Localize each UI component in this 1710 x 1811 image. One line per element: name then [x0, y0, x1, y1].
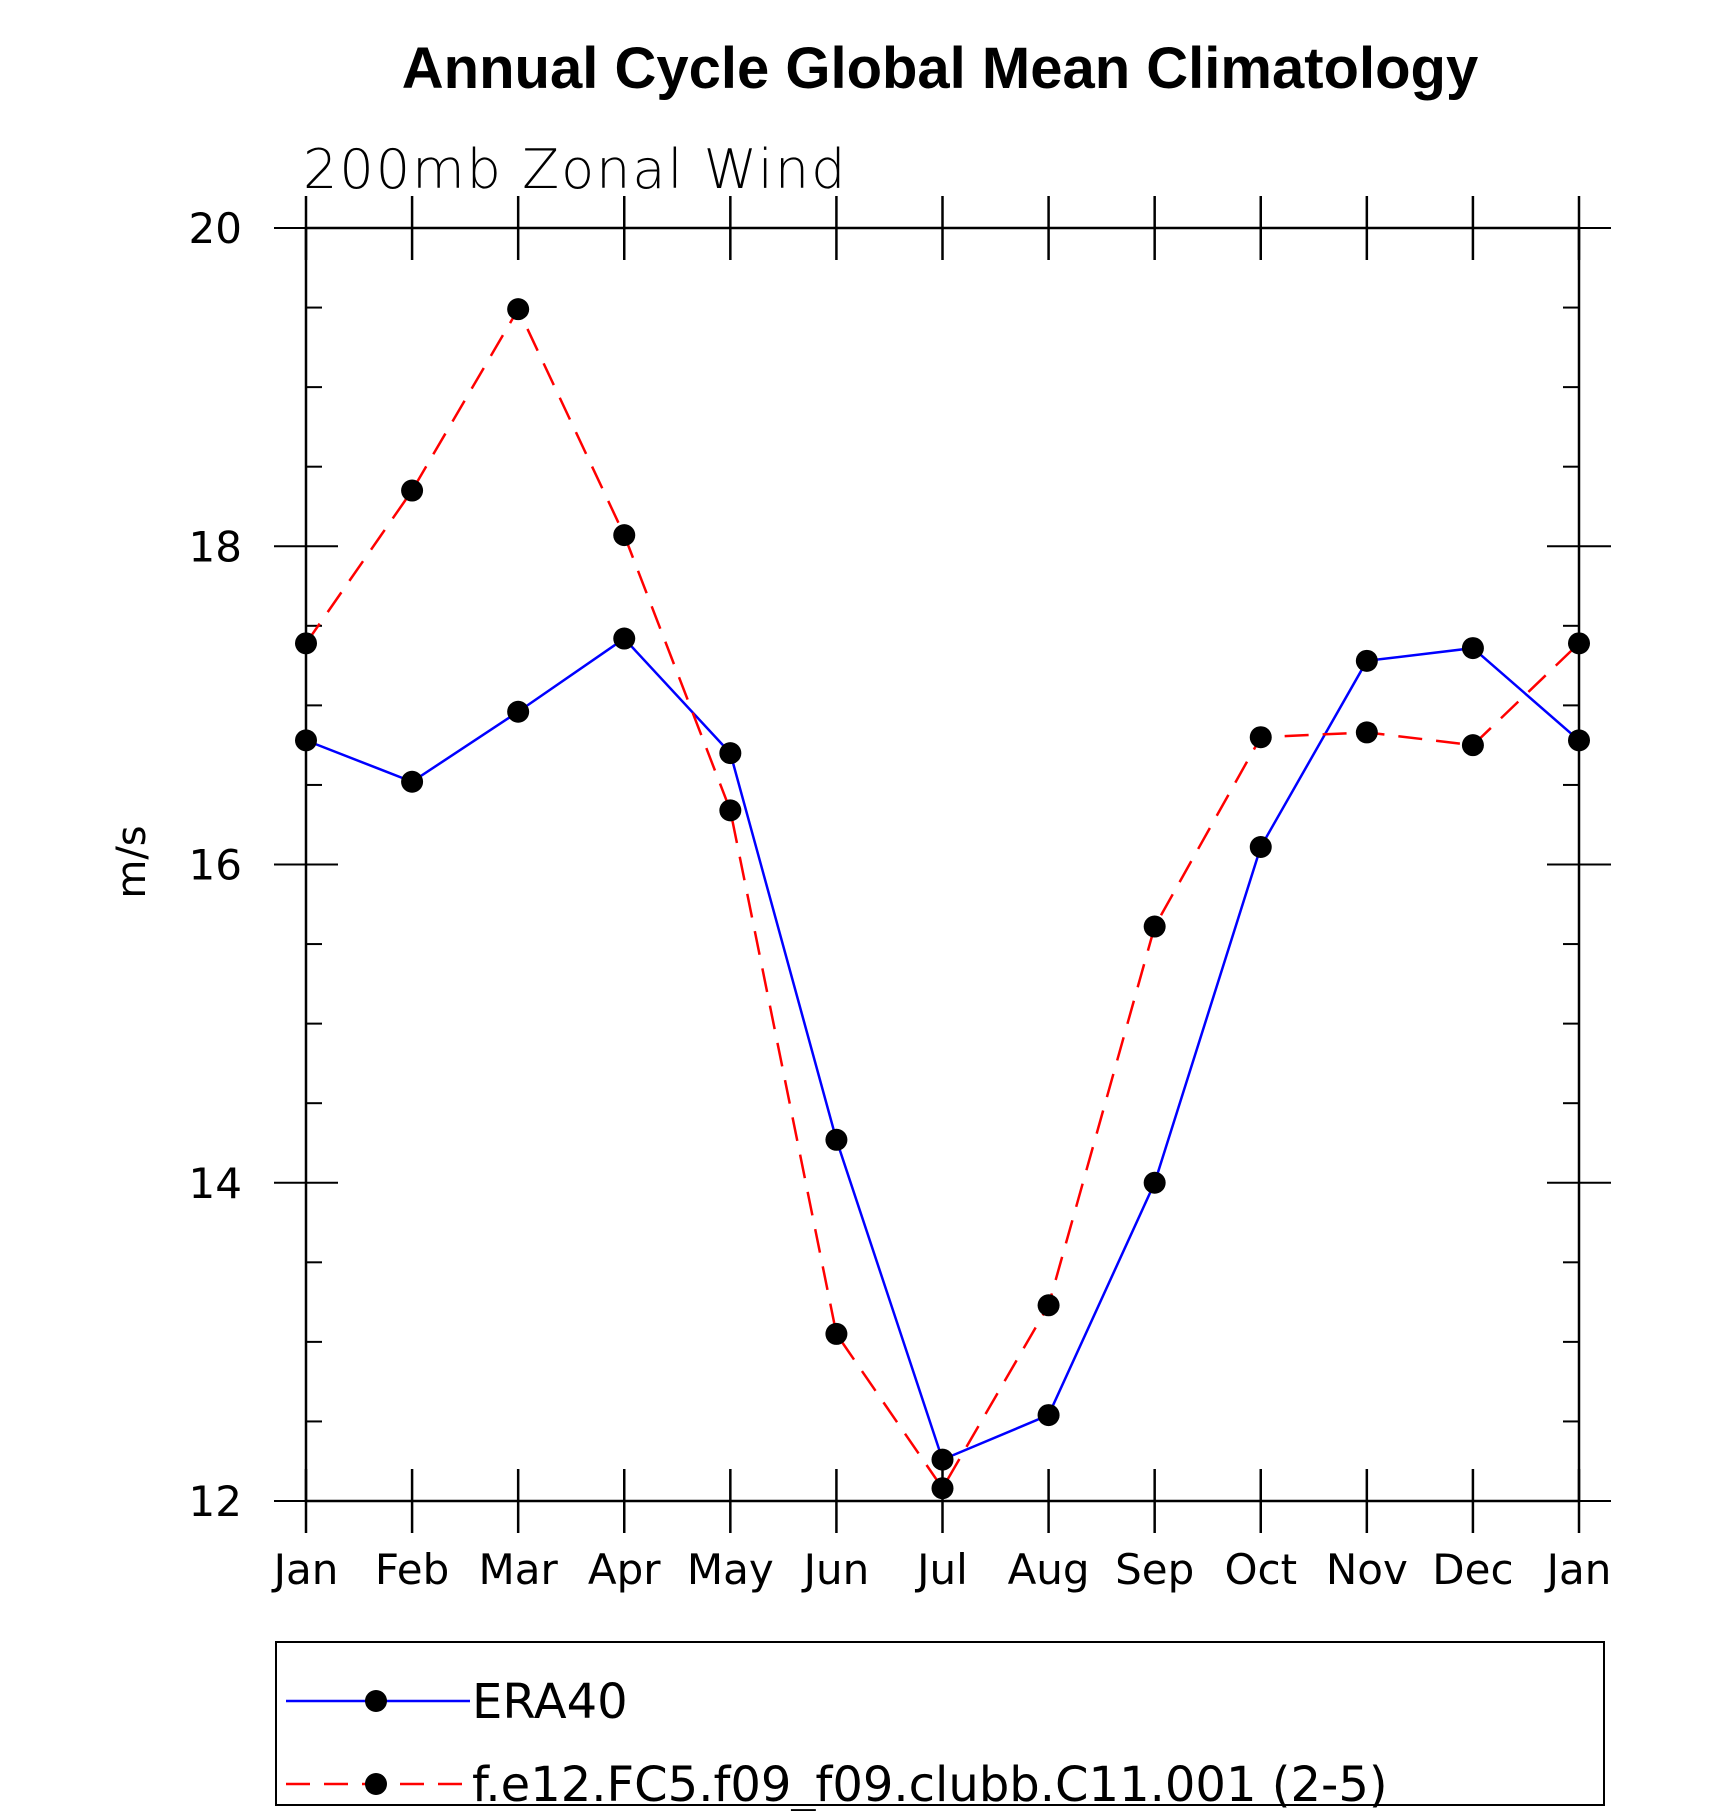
legend-swatch-marker	[365, 1773, 387, 1795]
data-point	[507, 298, 530, 321]
plot-border	[304, 226, 1581, 1503]
plot-frame	[304, 226, 1581, 1503]
x-axis-ticks	[304, 196, 1581, 1533]
y-axis-label: m/s	[109, 825, 155, 898]
x-tick-label: Jun	[801, 1545, 870, 1594]
data-point	[1143, 1171, 1166, 1194]
data-point	[1037, 1404, 1060, 1427]
x-axis-tick-labels: Jan Feb Mar Apr May Jun Jul Aug Sep Oct Nov Dec Jan	[271, 1545, 1612, 1594]
series-line	[305, 636, 1580, 1462]
legend-label: ERA40	[472, 1674, 628, 1730]
x-tick-label: Sep	[1115, 1545, 1194, 1594]
x-tick-label: Jul	[914, 1545, 968, 1594]
legend-items: ERA40 f.e12.FC5.f09_f09.clubb.C11.001 (2-…	[286, 1674, 1388, 1811]
x-tick-label: Oct	[1224, 1545, 1297, 1594]
chart-title: Annual Cycle Global Mean Climatology	[402, 36, 1478, 101]
series-line	[304, 306, 1580, 1491]
data-point	[613, 524, 636, 547]
y-axis-ticks	[274, 227, 1611, 1502]
x-tick-label: Feb	[375, 1545, 449, 1594]
data-point	[1355, 721, 1378, 744]
data-point	[1461, 637, 1484, 660]
legend-label: f.e12.FC5.f09_f09.clubb.C11.001 (2-5)	[472, 1757, 1388, 1811]
data-point	[401, 479, 424, 502]
data-point	[1249, 726, 1272, 749]
data-point	[719, 799, 742, 822]
data-point	[613, 627, 636, 650]
series-2	[295, 298, 1590, 1500]
y-axis-tick-labels: 12 14 16 18 20	[189, 204, 242, 1526]
series-1	[295, 627, 1590, 1471]
data-point	[295, 632, 317, 655]
x-tick-label: Dec	[1432, 1545, 1513, 1594]
data-point	[1249, 835, 1272, 858]
legend-item: f.e12.FC5.f09_f09.clubb.C11.001 (2-5)	[286, 1757, 1388, 1811]
legend-swatch-marker	[365, 1690, 387, 1712]
data-point	[1143, 915, 1166, 938]
data-point	[719, 742, 742, 765]
data-point	[1568, 729, 1590, 752]
x-tick-label: Aug	[1008, 1545, 1090, 1594]
data-point	[931, 1448, 954, 1471]
data-point	[401, 770, 424, 793]
data-point	[931, 1477, 954, 1500]
x-tick-label: Apr	[588, 1545, 661, 1594]
x-tick-label: May	[687, 1545, 774, 1594]
y-tick-label: 14	[189, 1159, 242, 1208]
legend-item: ERA40	[286, 1674, 628, 1730]
x-tick-label: Mar	[479, 1545, 559, 1594]
x-tick-label: Nov	[1326, 1545, 1408, 1594]
chart-subtitle: 200mb Zonal Wind	[303, 138, 847, 201]
x-tick-label: Jan	[1544, 1545, 1612, 1594]
data-point	[825, 1322, 848, 1345]
data-point	[825, 1128, 848, 1151]
data-point	[1461, 734, 1484, 757]
data-point	[1568, 632, 1590, 655]
data-point	[507, 700, 530, 723]
y-tick-label: 12	[189, 1477, 242, 1526]
legend-box	[275, 1641, 1605, 1806]
data-point	[1355, 649, 1378, 672]
data-point	[295, 729, 317, 752]
y-tick-label: 16	[189, 841, 242, 890]
y-tick-label: 18	[189, 522, 242, 571]
data-point	[1037, 1294, 1060, 1317]
y-tick-label: 20	[189, 204, 242, 253]
legend: ERA40 f.e12.FC5.f09_f09.clubb.C11.001 (2-…	[275, 1641, 1605, 1811]
series-layer	[295, 298, 1590, 1500]
x-tick-label: Jan	[271, 1545, 339, 1594]
